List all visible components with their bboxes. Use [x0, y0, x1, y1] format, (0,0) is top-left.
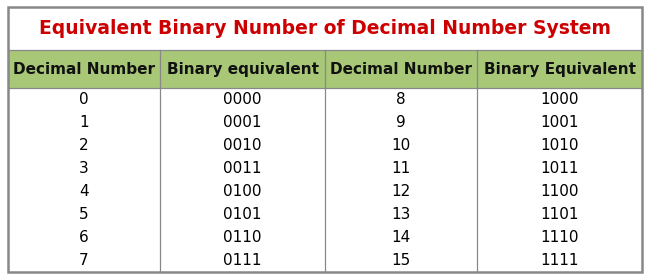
Bar: [8, 88, 642, 272]
Text: 0101: 0101: [224, 207, 262, 222]
Text: 0011: 0011: [224, 161, 262, 176]
Text: 13: 13: [391, 207, 411, 222]
Text: 1110: 1110: [541, 230, 579, 245]
Text: 12: 12: [391, 184, 411, 199]
Text: 9: 9: [396, 115, 406, 130]
Text: 1011: 1011: [541, 161, 579, 176]
Text: 1: 1: [79, 115, 89, 130]
Bar: [8, 7, 642, 50]
Text: 10: 10: [391, 138, 411, 153]
Text: 14: 14: [391, 230, 411, 245]
Text: Decimal Number: Decimal Number: [330, 62, 472, 76]
Text: 15: 15: [391, 253, 411, 268]
Text: 0100: 0100: [224, 184, 262, 199]
Text: 2: 2: [79, 138, 89, 153]
Text: 5: 5: [79, 207, 89, 222]
Text: 1101: 1101: [541, 207, 579, 222]
Text: Binary equivalent: Binary equivalent: [166, 62, 318, 76]
Text: 8: 8: [396, 92, 406, 107]
Text: 1100: 1100: [541, 184, 579, 199]
Text: 0: 0: [79, 92, 89, 107]
Text: Decimal Number: Decimal Number: [13, 62, 155, 76]
Text: 7: 7: [79, 253, 89, 268]
Text: 0000: 0000: [224, 92, 262, 107]
Text: 0110: 0110: [224, 230, 262, 245]
Text: 1010: 1010: [541, 138, 579, 153]
Text: 1111: 1111: [541, 253, 579, 268]
Text: 4: 4: [79, 184, 89, 199]
Text: 1000: 1000: [541, 92, 579, 107]
Text: 1001: 1001: [541, 115, 579, 130]
Text: Binary Equivalent: Binary Equivalent: [484, 62, 636, 76]
Text: 6: 6: [79, 230, 89, 245]
Text: 0010: 0010: [224, 138, 262, 153]
Text: 11: 11: [391, 161, 411, 176]
Text: 0111: 0111: [224, 253, 262, 268]
Text: Equivalent Binary Number of Decimal Number System: Equivalent Binary Number of Decimal Numb…: [39, 19, 611, 38]
Text: 0001: 0001: [224, 115, 262, 130]
Text: 3: 3: [79, 161, 89, 176]
Bar: [8, 50, 642, 88]
